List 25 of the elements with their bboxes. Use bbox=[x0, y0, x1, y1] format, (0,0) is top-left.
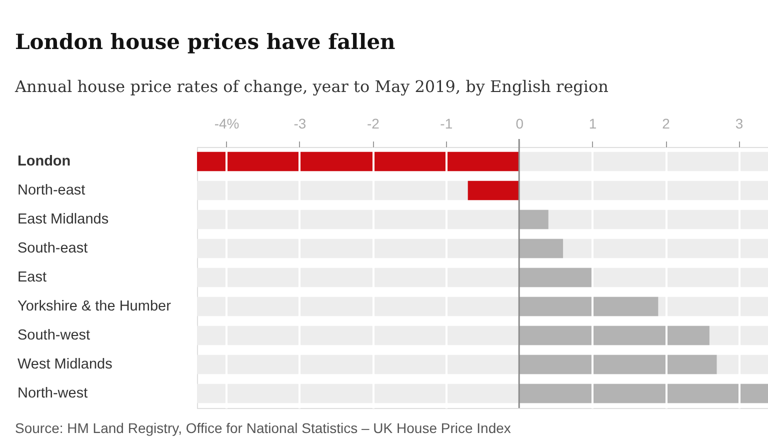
bar bbox=[519, 268, 592, 288]
source-note: Source: HM Land Registry, Office for National Statistics – UK House Price Index bbox=[15, 420, 511, 436]
x-tick-label: -2 bbox=[366, 116, 380, 132]
y-tick-label: West Midlands bbox=[18, 356, 112, 372]
y-tick-label: North-west bbox=[18, 386, 88, 402]
x-tick-label: -3 bbox=[294, 116, 306, 132]
y-tick-label: Yorkshire & the Humber bbox=[18, 298, 172, 314]
bar bbox=[519, 296, 658, 316]
y-tick-label: South-west bbox=[18, 328, 90, 344]
x-tick-label: 2 bbox=[662, 116, 670, 132]
bar bbox=[468, 180, 520, 200]
x-tick-label: 0 bbox=[516, 116, 524, 132]
y-tick-label: South-east bbox=[18, 240, 88, 256]
x-tick-label: -4% bbox=[214, 116, 240, 132]
x-tick-label: -1 bbox=[440, 116, 453, 132]
y-tick-label: London bbox=[18, 154, 71, 170]
y-tick-label: North-east bbox=[18, 182, 86, 198]
chart-subtitle: Annual house price rates of change, year to May 2019, by English region bbox=[14, 77, 608, 96]
x-tick-label: 3 bbox=[735, 116, 744, 132]
y-tick-label: East Midlands bbox=[18, 212, 109, 228]
bar bbox=[519, 210, 548, 230]
chart-title: London house prices have fallen bbox=[15, 29, 396, 54]
bar bbox=[519, 238, 564, 258]
x-tick-label: 1 bbox=[588, 116, 597, 132]
y-tick-label: East bbox=[18, 270, 47, 286]
